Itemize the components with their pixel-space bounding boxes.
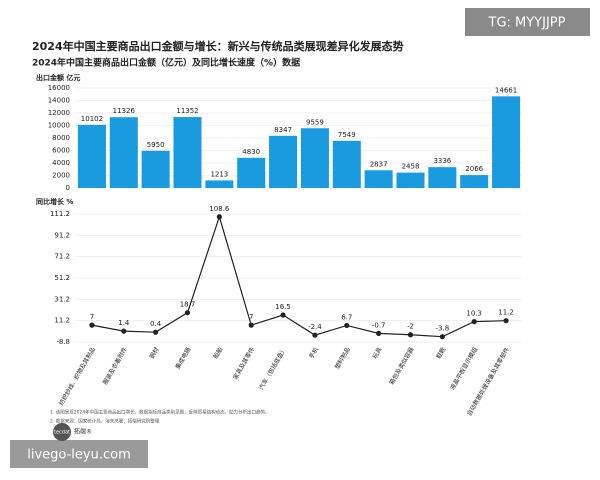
bar bbox=[173, 117, 202, 188]
bar bbox=[77, 124, 106, 188]
subtitle: 2024年中国主要商品出口金额（亿元）及同比增长速度（%）数据 bbox=[32, 57, 300, 69]
data-label: 10.3 bbox=[466, 310, 482, 318]
point bbox=[89, 322, 95, 328]
note: 1. 该图呈现2024年中国主要商品出口增长，数据指标商品类别见图，反映贸易结构… bbox=[50, 409, 270, 416]
point bbox=[153, 329, 159, 335]
data-label: -0.7 bbox=[372, 321, 386, 329]
y-tick-label: 16000 bbox=[48, 84, 70, 92]
point bbox=[407, 332, 414, 338]
watermark: livego-leyu.com bbox=[27, 448, 131, 463]
y-tick-label: 111.2 bbox=[50, 210, 70, 218]
point bbox=[344, 322, 350, 329]
data-label: 2458 bbox=[402, 163, 420, 171]
point bbox=[312, 332, 318, 338]
y-tick-label: 6000 bbox=[52, 147, 70, 155]
point bbox=[248, 322, 254, 328]
watermark-box bbox=[465, 8, 590, 36]
data-label: 3336 bbox=[433, 157, 451, 165]
y-tick-label: 11.2 bbox=[54, 317, 70, 325]
note: 2. 数据来源：国家统计局、海关总署；拓端研究院整理 bbox=[50, 418, 160, 425]
data-label: 11326 bbox=[113, 107, 136, 115]
data-label: -3.8 bbox=[436, 325, 450, 333]
point bbox=[503, 318, 509, 324]
y-tick-label: 4000 bbox=[52, 159, 70, 167]
point bbox=[216, 214, 222, 220]
title: 2024年中国主要商品出口金额与增长：新兴与传统品类展现差异化发展态势 bbox=[32, 39, 404, 53]
bar bbox=[332, 140, 361, 188]
logo: 拓端® bbox=[74, 428, 92, 436]
data-label: 8347 bbox=[274, 126, 292, 134]
point bbox=[184, 310, 191, 316]
logo: tecdat bbox=[54, 430, 70, 436]
y-tick-label: 8000 bbox=[52, 134, 70, 142]
data-label: 9559 bbox=[306, 118, 324, 126]
y-tick-label: 12000 bbox=[48, 109, 70, 117]
data-label: 108.6 bbox=[209, 205, 230, 213]
y-tick-label: 91.2 bbox=[54, 231, 70, 239]
point bbox=[376, 330, 382, 336]
data-label: -2 bbox=[407, 323, 414, 331]
y-tick-label: 51.2 bbox=[54, 274, 70, 282]
data-label: 7 bbox=[249, 313, 253, 321]
bar bbox=[492, 96, 521, 188]
data-label: 11.2 bbox=[498, 309, 514, 317]
data-label: 18.7 bbox=[180, 301, 196, 309]
bar bbox=[141, 150, 170, 188]
logo-mark bbox=[53, 423, 71, 441]
bar bbox=[109, 117, 138, 188]
y-tick-label: 31.2 bbox=[54, 295, 70, 303]
data-label: 0.4 bbox=[150, 320, 162, 328]
data-label: 7 bbox=[90, 313, 94, 321]
data-label: 5950 bbox=[147, 141, 165, 149]
bar bbox=[205, 180, 234, 188]
data-label: 2066 bbox=[465, 165, 483, 173]
watermark: TG: MYYJJPP bbox=[488, 16, 566, 31]
data-label: 1213 bbox=[210, 170, 228, 178]
y-tick-label: 71.2 bbox=[54, 253, 70, 261]
y-axis-label: 同比增长 % bbox=[36, 197, 73, 206]
bar bbox=[396, 172, 425, 188]
y-tick-label: 10000 bbox=[48, 122, 70, 130]
bar bbox=[269, 135, 298, 188]
data-label: -2.4 bbox=[308, 323, 322, 331]
bar bbox=[237, 157, 266, 188]
y-tick-label: -8.8 bbox=[56, 338, 70, 346]
data-label: 16.5 bbox=[275, 303, 291, 311]
data-label: 14661 bbox=[495, 86, 517, 94]
bar bbox=[428, 167, 457, 188]
watermark-box bbox=[10, 440, 148, 468]
data-label: 7549 bbox=[338, 131, 356, 139]
data-label: 11352 bbox=[176, 107, 198, 115]
bar bbox=[300, 128, 329, 188]
y-tick-label: 0 bbox=[66, 184, 70, 192]
point bbox=[121, 328, 127, 334]
y-tick-label: 2000 bbox=[52, 172, 70, 180]
point bbox=[439, 334, 445, 340]
data-label: 4830 bbox=[242, 148, 260, 156]
data-label: 1.4 bbox=[118, 319, 130, 327]
y-axis-label: 出口金额 亿元 bbox=[36, 73, 80, 82]
data-label: 2837 bbox=[370, 160, 388, 168]
data-label: 10102 bbox=[81, 115, 103, 123]
data-label: 6.7 bbox=[341, 313, 352, 321]
point bbox=[280, 312, 286, 318]
bar bbox=[364, 170, 393, 188]
bar bbox=[460, 175, 489, 188]
y-tick-label: 14000 bbox=[48, 97, 70, 105]
point bbox=[471, 319, 477, 325]
line bbox=[91, 214, 507, 338]
